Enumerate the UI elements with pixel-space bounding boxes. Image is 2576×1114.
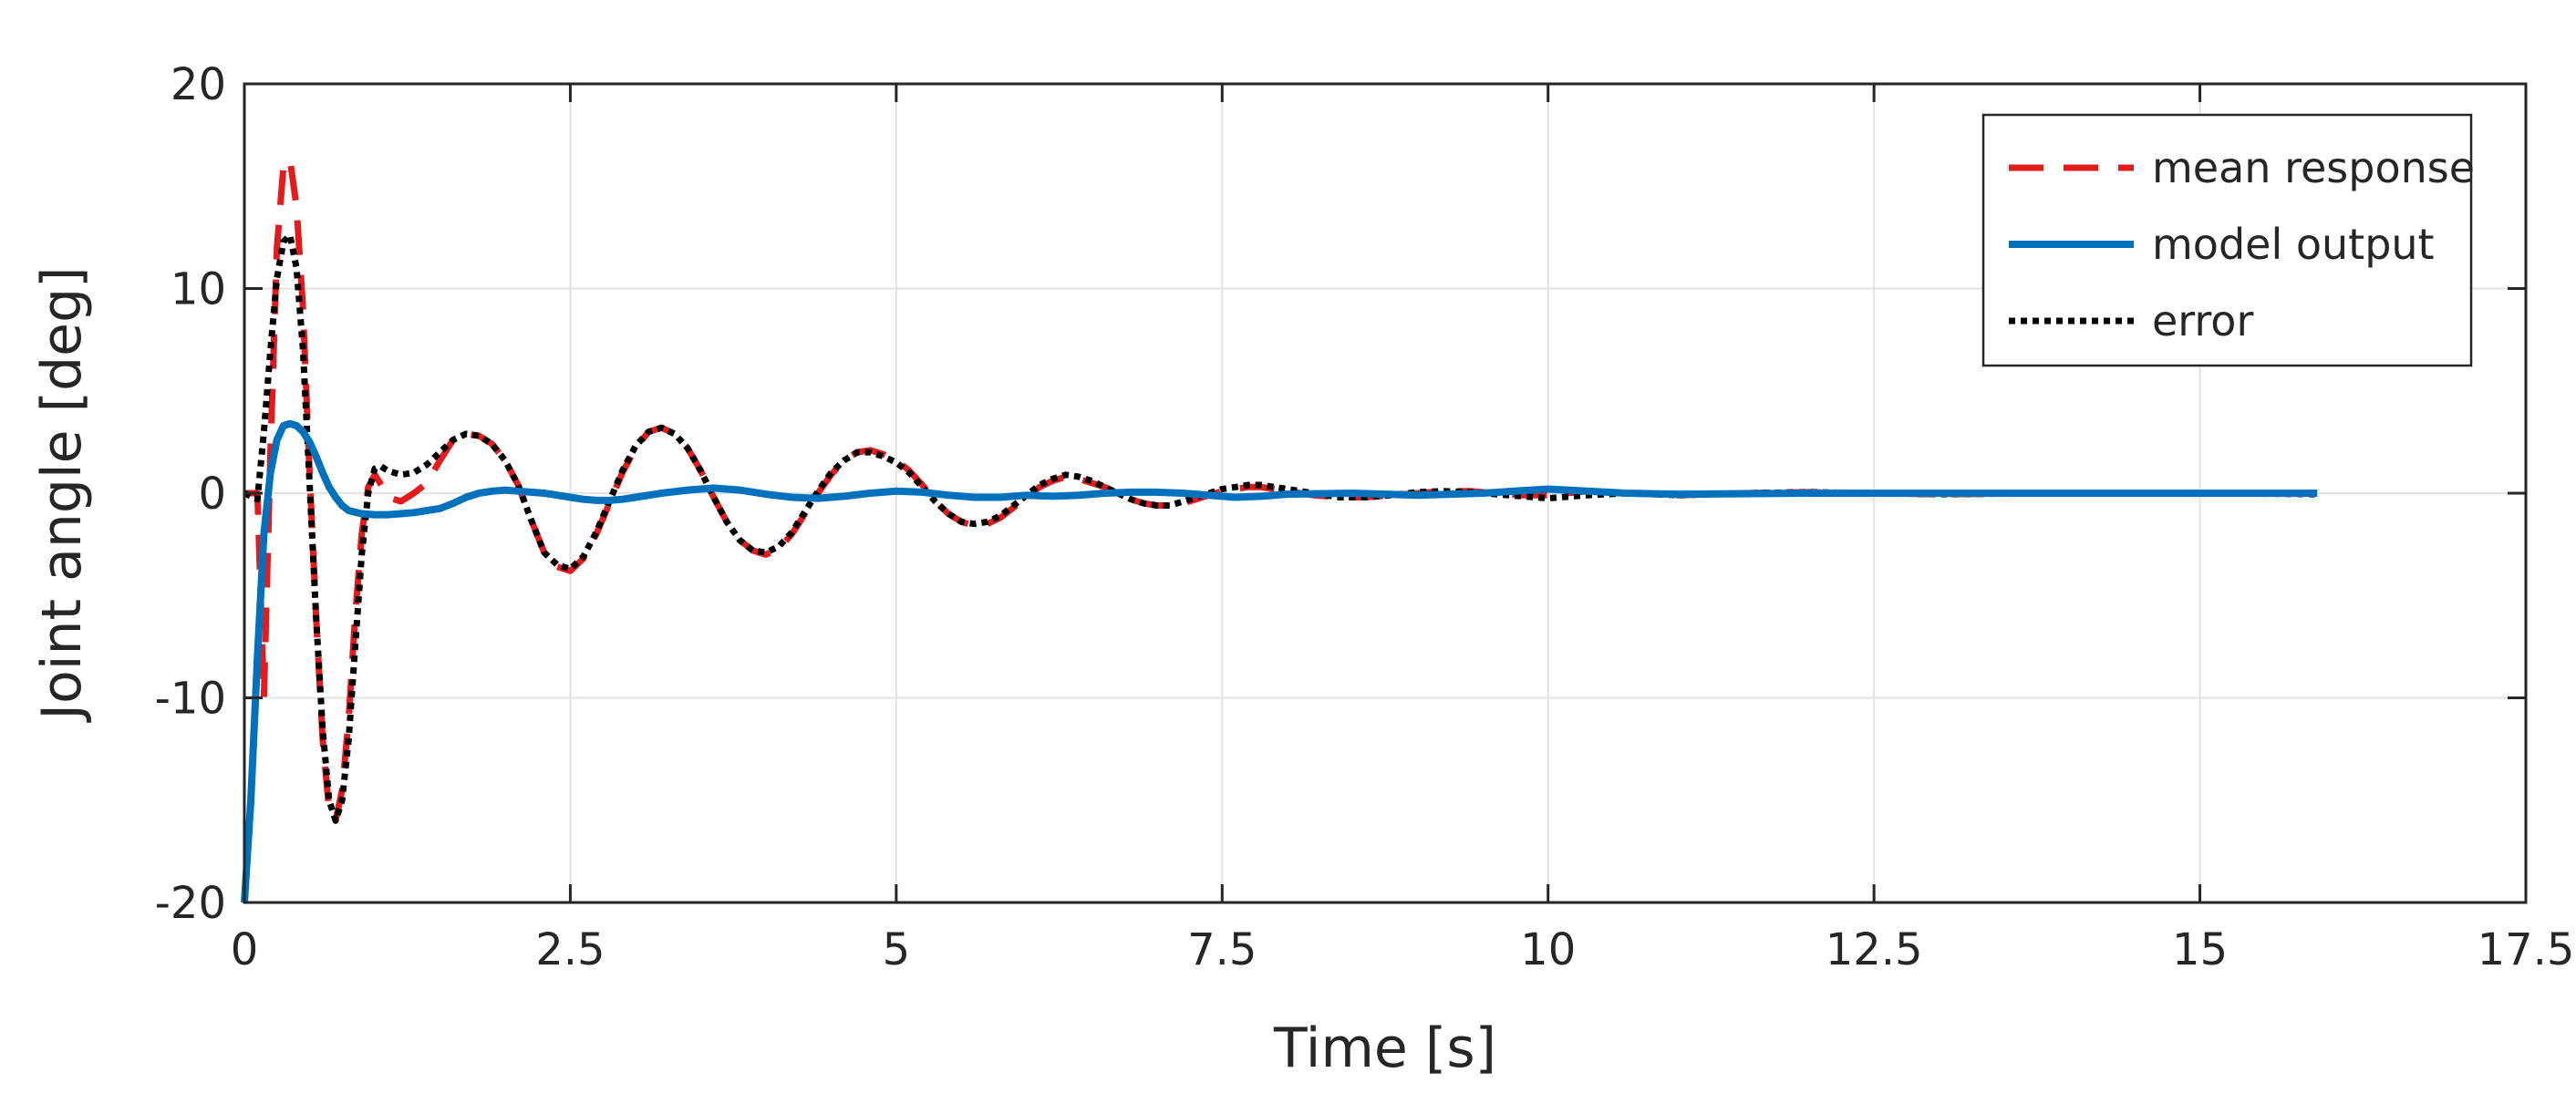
legend-label: model output [2152,220,2435,269]
x-tick-label: 7.5 [1187,924,1257,975]
plot-lines [241,156,2318,903]
legend-box [1981,113,2473,367]
x-tick-label: 10 [1520,924,1576,975]
x-tick-label: 15 [2172,924,2228,975]
legend-label: mean response [2152,143,2475,192]
x-tick-label: 2.5 [535,924,605,975]
axis-ticks: 0 2.5 5 7.5 10 12.5 15 17.5 -20 -10 0 10 20 [155,59,2575,975]
x-tick-label: 17.5 [2478,924,2575,975]
y-tick-label: -10 [155,674,226,725]
series-line-model-output [241,419,2318,903]
x-axis-label: Time [s] [1273,1016,1496,1080]
y-tick-label: 0 [198,469,226,520]
x-tick-label: 0 [231,924,259,975]
x-tick-label: 12.5 [1826,924,1923,975]
x-tick-label: 5 [883,924,911,975]
legend-label: error [2152,296,2253,346]
y-tick-label: 10 [171,264,226,315]
y-tick-label: 20 [171,59,226,110]
legend: mean response model output error [1981,113,2475,367]
y-tick-label: -20 [155,878,226,929]
y-axis-label: Joint angle [deg] [30,266,94,723]
